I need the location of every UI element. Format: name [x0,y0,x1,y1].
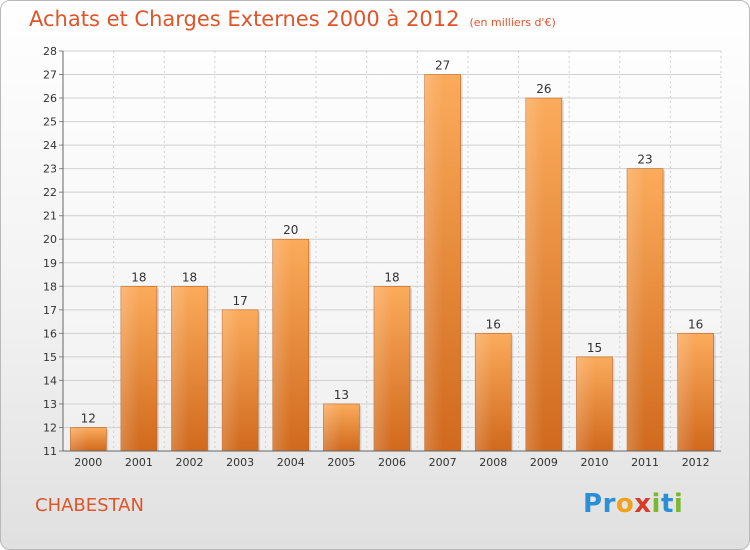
chart-title-block: Achats et Charges Externes 2000 à 2012 (e… [29,7,556,31]
x-tick-label: 2005 [327,456,355,469]
logo-letter: P [583,489,603,519]
bar-highlight [70,427,89,451]
proxiti-logo: Proxiti [583,489,683,519]
bar-layer: 12 18 18 17 20 13 18 27 16 26 15 23 16 [70,59,716,452]
logo-letter: x [634,489,652,519]
bar-highlight [677,333,696,451]
y-tick-label: 20 [43,233,57,246]
bar-highlight [120,286,139,451]
x-tick-label: 2008 [479,456,507,469]
y-tick-label: 28 [43,45,57,58]
data-label: 18 [131,270,146,284]
y-tick-label: 18 [43,280,57,293]
y-tick-label: 21 [43,210,57,223]
data-label: 17 [233,294,248,308]
y-tick-label: 16 [43,327,57,340]
bar-highlight [576,356,595,451]
data-label: 15 [587,341,602,355]
x-tick-label: 2006 [378,456,406,469]
data-label: 13 [334,388,349,402]
data-label: 16 [486,317,501,331]
y-tick-label: 23 [43,163,57,176]
y-tick-label: 12 [43,421,57,434]
y-tick-label: 27 [43,69,57,82]
logo-letter: t [660,489,674,519]
chart-unit: (en milliers d'€) [469,16,556,29]
y-tick-label: 17 [43,304,57,317]
bar-highlight [475,333,494,451]
y-tick-label: 24 [43,139,57,152]
y-tick-label: 11 [43,445,57,458]
logo-letter: i [673,489,684,519]
y-tick-label: 14 [43,374,57,387]
y-tick-label: 13 [43,398,57,411]
y-tick-label: 15 [43,351,57,364]
x-tick-label: 2010 [580,456,608,469]
x-tick-label: 2009 [530,456,558,469]
y-tick-label: 25 [43,116,57,129]
x-tick-label: 2002 [176,456,204,469]
bar-highlight [171,286,190,451]
data-label: 16 [688,317,703,331]
bar-highlight [525,98,544,451]
data-label: 26 [536,82,551,96]
bar-highlight [272,239,291,451]
data-label: 27 [435,59,450,73]
data-label: 20 [283,223,298,237]
x-tick-label: 2003 [226,456,254,469]
bar-highlight [222,309,241,451]
bar-highlight [424,74,443,451]
bar-highlight [374,286,392,451]
y-tick-label: 26 [43,92,57,105]
commune-name: CHABESTAN [35,495,144,516]
logo-letter: i [651,489,661,519]
y-tick-label: 19 [43,257,57,270]
x-tick-label: 2004 [277,456,305,469]
logo-letter: r [602,489,616,519]
bar-highlight [627,168,646,451]
chart-title: Achats et Charges Externes 2000 à 2012 [29,7,460,31]
x-tick-label: 2011 [631,456,659,469]
y-tick-label: 22 [43,186,57,199]
axis-layer: 11 12 13 14 15 16 17 18 19 20 21 22 23 24 25 26 27 28 2000… [43,45,721,469]
bar-highlight [323,403,342,451]
x-tick-label: 2000 [74,456,102,469]
logo-letter: o [615,489,635,519]
data-label: 23 [637,153,652,167]
data-label: 18 [182,270,197,284]
x-tick-label: 2012 [682,456,710,469]
data-label: 12 [81,411,96,425]
x-tick-label: 2007 [429,456,457,469]
data-label: 18 [384,270,399,284]
x-tick-label: 2001 [125,456,153,469]
